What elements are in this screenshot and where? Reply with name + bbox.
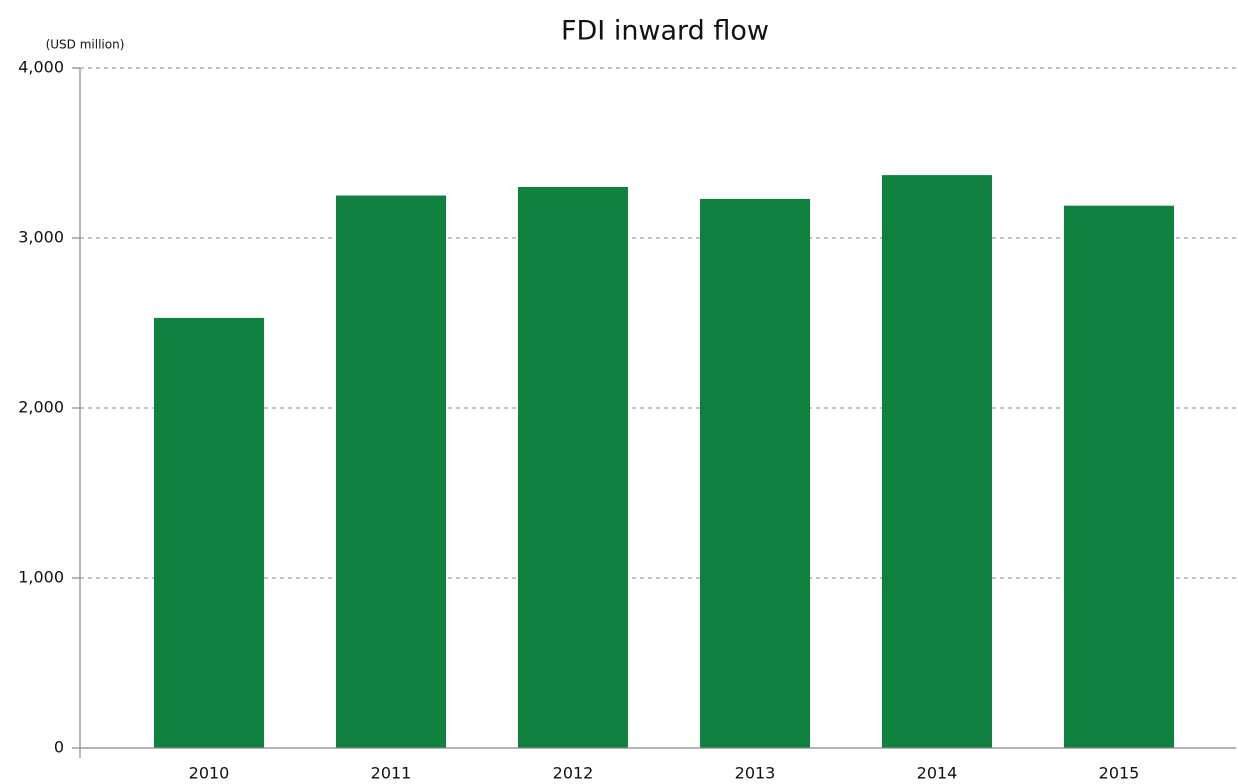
bar — [154, 317, 264, 748]
bar — [882, 175, 992, 749]
x-tick-label: 2010 — [189, 764, 230, 783]
y-tick-label: 4,000 — [18, 58, 64, 77]
bar — [336, 195, 446, 748]
x-tick-label: 2011 — [371, 764, 412, 783]
y-tick-label: 3,000 — [18, 228, 64, 247]
x-tick-label: 2015 — [1099, 764, 1140, 783]
bar — [1064, 205, 1174, 748]
y-tick-label: 2,000 — [18, 398, 64, 417]
bar — [518, 187, 628, 748]
y-axis-label: (USD million) — [46, 38, 125, 52]
y-tick-label: 0 — [54, 738, 64, 757]
x-tick-label: 2012 — [553, 764, 594, 783]
x-tick-label: 2013 — [735, 764, 776, 783]
bar — [700, 198, 810, 748]
y-tick-label: 1,000 — [18, 568, 64, 587]
x-tick-label: 2014 — [917, 764, 958, 783]
chart-title: FDI inward flow — [561, 16, 769, 47]
